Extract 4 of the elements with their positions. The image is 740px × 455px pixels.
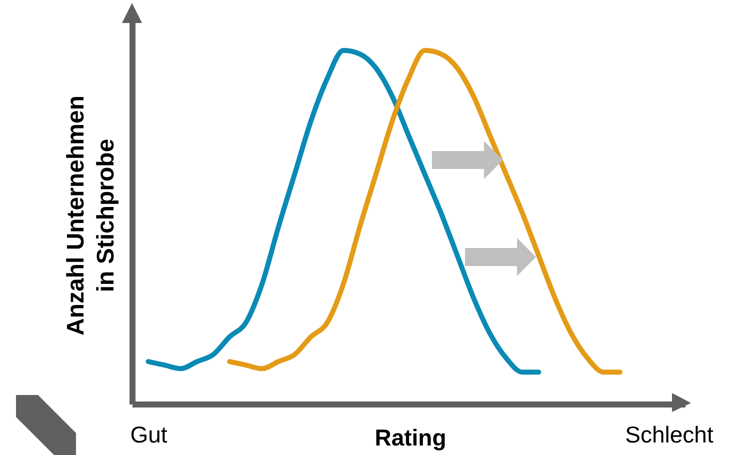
x-tick-label: Schlecht [625,422,714,448]
x-axis-title: Rating [374,424,446,450]
x-tick-label: Gut [130,422,168,448]
y-axis-title: Anzahl Unternehmen in Stichprobe [62,95,120,336]
